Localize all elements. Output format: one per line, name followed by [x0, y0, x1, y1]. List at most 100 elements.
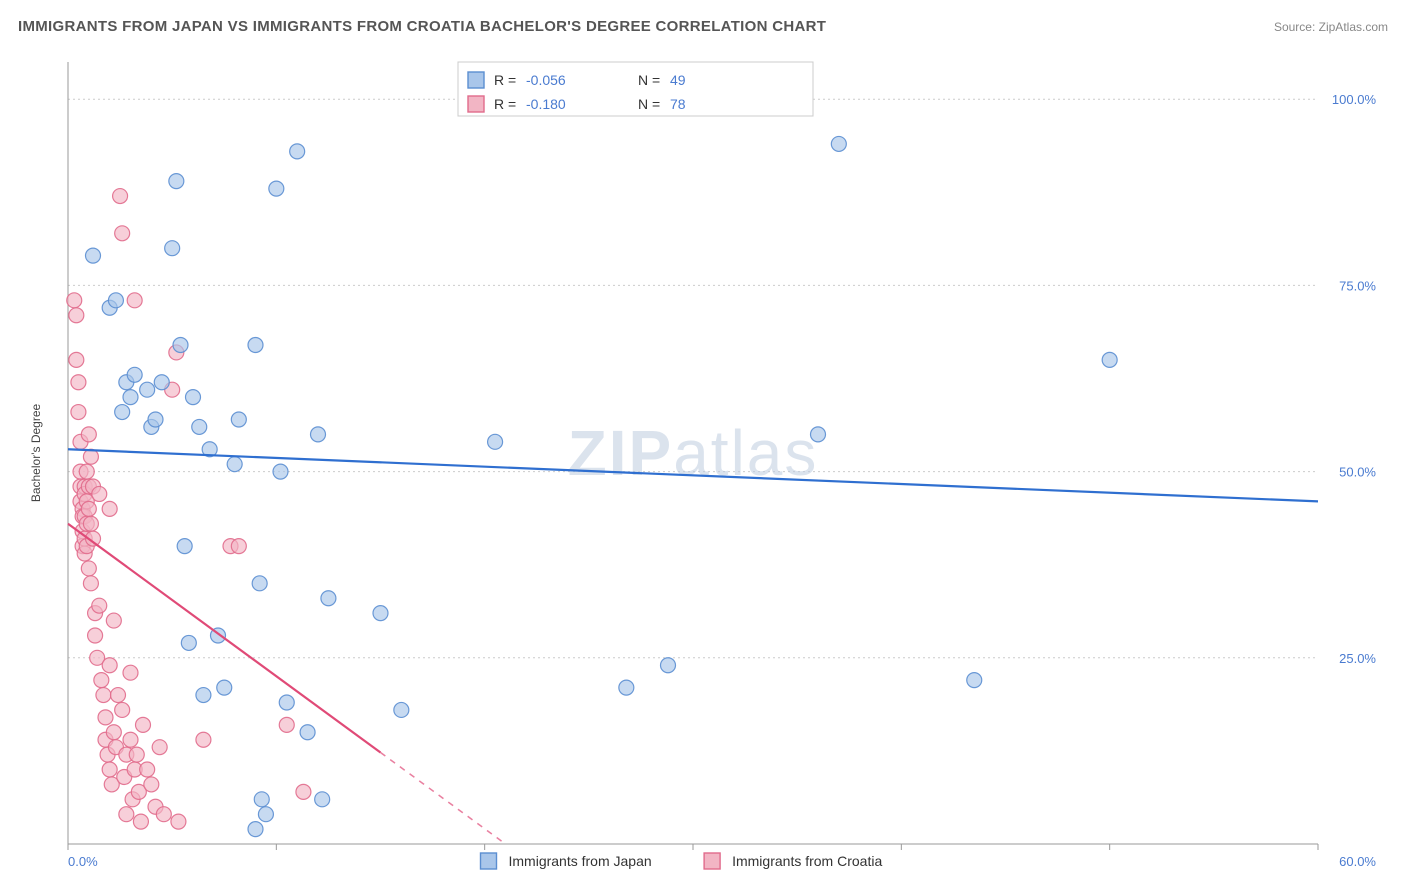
data-point	[81, 501, 96, 516]
data-point	[196, 688, 211, 703]
data-point	[83, 516, 98, 531]
scatter-chart: ZIPatlas25.0%50.0%75.0%100.0%0.0%60.0%Ba…	[18, 48, 1388, 878]
data-point	[67, 293, 82, 308]
data-point	[86, 248, 101, 263]
data-point	[227, 457, 242, 472]
data-point	[177, 539, 192, 554]
data-point	[279, 717, 294, 732]
data-point	[123, 390, 138, 405]
data-point	[115, 226, 130, 241]
data-point	[373, 606, 388, 621]
data-point	[311, 427, 326, 442]
data-point	[140, 762, 155, 777]
x-tick-label: 0.0%	[68, 854, 98, 869]
legend-n-value: 49	[670, 72, 686, 88]
data-point	[661, 658, 676, 673]
data-point	[129, 747, 144, 762]
data-point	[92, 598, 107, 613]
data-point	[217, 680, 232, 695]
data-point	[488, 434, 503, 449]
data-point	[258, 807, 273, 822]
data-point	[148, 412, 163, 427]
data-point	[133, 814, 148, 829]
legend-r-value: -0.056	[526, 72, 566, 88]
data-point	[83, 576, 98, 591]
x-tick-label: 60.0%	[1339, 854, 1376, 869]
data-point	[152, 740, 167, 755]
source-label: Source: ZipAtlas.com	[1274, 20, 1388, 34]
data-point	[269, 181, 284, 196]
source-prefix: Source:	[1274, 20, 1319, 34]
data-point	[394, 702, 409, 717]
data-point	[108, 293, 123, 308]
data-point	[165, 241, 180, 256]
y-tick-label: 75.0%	[1339, 278, 1376, 293]
legend-r-label: R =	[494, 72, 516, 88]
bottom-legend-label: Immigrants from Japan	[509, 853, 652, 869]
data-point	[248, 338, 263, 353]
data-point	[321, 591, 336, 606]
data-point	[69, 352, 84, 367]
chart-title: IMMIGRANTS FROM JAPAN VS IMMIGRANTS FROM…	[18, 18, 826, 35]
bottom-legend-label: Immigrants from Croatia	[732, 853, 882, 869]
legend-n-value: 78	[670, 96, 686, 112]
data-point	[300, 725, 315, 740]
data-point	[69, 308, 84, 323]
data-point	[88, 628, 103, 643]
data-point	[106, 613, 121, 628]
data-point	[111, 688, 126, 703]
data-point	[811, 427, 826, 442]
data-point	[102, 762, 117, 777]
legend-n-label: N =	[638, 96, 660, 112]
data-point	[127, 367, 142, 382]
data-point	[119, 807, 134, 822]
data-point	[173, 338, 188, 353]
data-point	[831, 136, 846, 151]
data-point	[1102, 352, 1117, 367]
y-tick-label: 50.0%	[1339, 465, 1376, 480]
data-point	[115, 405, 130, 420]
y-tick-label: 25.0%	[1339, 651, 1376, 666]
data-point	[81, 561, 96, 576]
data-point	[273, 464, 288, 479]
data-point	[252, 576, 267, 591]
chart-container: ZIPatlas25.0%50.0%75.0%100.0%0.0%60.0%Ba…	[18, 48, 1388, 880]
data-point	[196, 732, 211, 747]
data-point	[171, 814, 186, 829]
trend-line-dashed	[381, 753, 506, 844]
data-point	[106, 725, 121, 740]
data-point	[136, 717, 151, 732]
data-point	[127, 293, 142, 308]
data-point	[619, 680, 634, 695]
data-point	[140, 382, 155, 397]
legend-swatch	[468, 96, 484, 112]
data-point	[279, 695, 294, 710]
trend-line	[68, 524, 381, 753]
data-point	[296, 784, 311, 799]
data-point	[181, 635, 196, 650]
source-value: ZipAtlas.com	[1319, 20, 1388, 34]
data-point	[254, 792, 269, 807]
data-point	[123, 665, 138, 680]
data-point	[315, 792, 330, 807]
data-point	[102, 658, 117, 673]
legend-r-label: R =	[494, 96, 516, 112]
data-point	[192, 419, 207, 434]
bottom-legend-swatch	[481, 853, 497, 869]
data-point	[81, 427, 96, 442]
data-point	[156, 807, 171, 822]
data-point	[96, 688, 111, 703]
data-point	[113, 189, 128, 204]
data-point	[102, 501, 117, 516]
data-point	[98, 710, 113, 725]
bottom-legend-swatch	[704, 853, 720, 869]
data-point	[248, 822, 263, 837]
data-point	[967, 673, 982, 688]
data-point	[123, 732, 138, 747]
data-point	[169, 174, 184, 189]
y-tick-label: 100.0%	[1332, 92, 1377, 107]
data-point	[231, 412, 246, 427]
data-point	[144, 777, 159, 792]
data-point	[94, 673, 109, 688]
data-point	[79, 464, 94, 479]
